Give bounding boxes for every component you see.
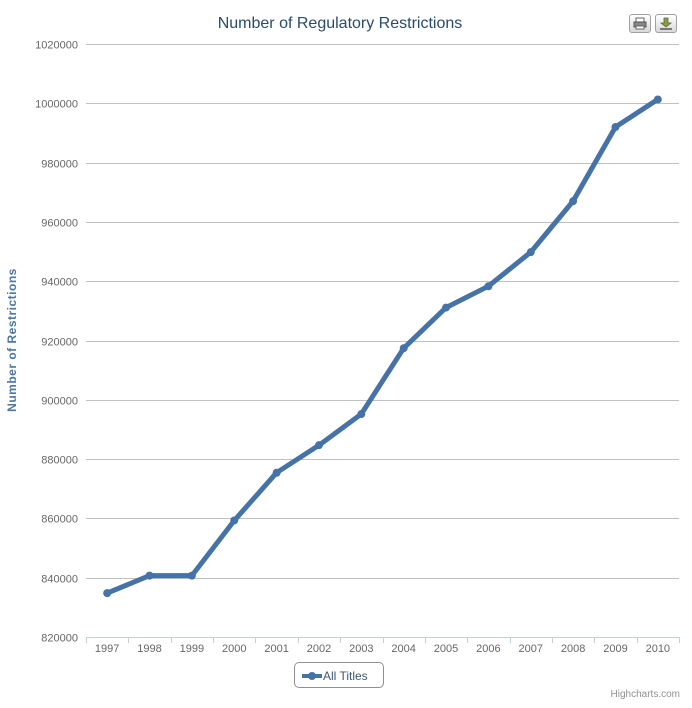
x-tick-label: 2010 (646, 643, 670, 655)
series-line (104, 96, 661, 596)
legend-marker (302, 672, 322, 680)
x-tick-label: 2004 (391, 643, 415, 655)
x-tick-label: 2003 (349, 643, 373, 655)
print-button[interactable] (629, 14, 651, 33)
x-tick-label: 2007 (519, 643, 543, 655)
data-point (145, 571, 154, 580)
data-point (103, 589, 112, 598)
data-point (569, 197, 578, 206)
y-tick-label: 1000000 (35, 99, 78, 111)
series-all-titles (103, 95, 662, 598)
x-tick-label: 2002 (307, 643, 331, 655)
y-tick-label: 820000 (41, 633, 78, 645)
x-tick-label: 1999 (180, 643, 204, 655)
legend-item-all-titles[interactable]: All Titles (294, 662, 384, 688)
data-point (357, 410, 366, 419)
y-axis: 820000 840000 860000 880000 900000 920000 9400… (35, 40, 78, 645)
x-tick-label: 2009 (603, 643, 627, 655)
data-point (272, 468, 281, 477)
y-tick-label: 940000 (41, 277, 78, 289)
data-point (653, 95, 662, 104)
download-icon (659, 17, 673, 30)
y-axis-label: Number of Restrictions (5, 268, 19, 412)
x-axis: 1997 1998 1999 2000 2001 2002 2003 2004 2005 2006… (86, 637, 680, 655)
data-point (399, 344, 408, 353)
data-point (230, 516, 239, 525)
y-tick-label: 900000 (41, 396, 78, 408)
data-point (187, 571, 196, 580)
printer-icon (633, 17, 647, 30)
y-tick-label: 980000 (41, 159, 78, 171)
y-tick-label: 860000 (41, 514, 78, 526)
y-tick-label: 1020000 (35, 40, 78, 52)
y-tick-label: 840000 (41, 574, 78, 586)
chart-title: Number of Regulatory Restrictions (218, 15, 463, 32)
x-tick-label: 2006 (476, 643, 500, 655)
x-tick-label: 2001 (264, 643, 288, 655)
x-tick-label: 2000 (222, 643, 246, 655)
download-button[interactable] (655, 14, 677, 33)
x-tick-label: 2005 (434, 643, 458, 655)
data-point (526, 248, 535, 257)
data-point (484, 282, 493, 291)
data-point (442, 303, 451, 312)
data-point (611, 123, 620, 132)
credits-link[interactable]: Highcharts.com (610, 689, 680, 700)
x-tick-label: 1997 (95, 643, 119, 655)
y-tick-label: 920000 (41, 337, 78, 349)
data-point (314, 441, 323, 450)
x-tick-label: 1998 (137, 643, 161, 655)
legend-label: All Titles (323, 669, 368, 683)
y-tick-label: 960000 (41, 218, 78, 230)
gridlines (86, 44, 679, 638)
y-tick-label: 880000 (41, 455, 78, 467)
x-tick-label: 2008 (561, 643, 585, 655)
